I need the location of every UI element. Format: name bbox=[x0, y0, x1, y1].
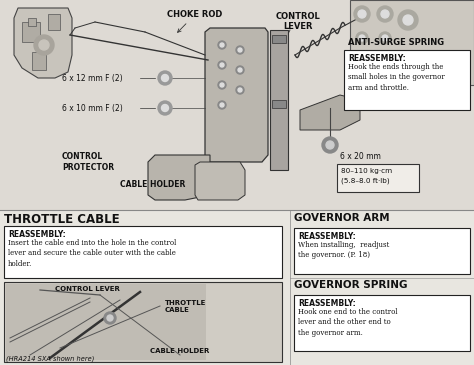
Bar bbox=[4, 226, 282, 278]
Circle shape bbox=[238, 88, 242, 92]
Bar bbox=[48, 14, 60, 30]
Text: REASSEMBLY:: REASSEMBLY: bbox=[348, 54, 406, 63]
Text: 6 x 10 mm F (2): 6 x 10 mm F (2) bbox=[62, 104, 123, 112]
Text: 6 x 20 mm: 6 x 20 mm bbox=[340, 152, 381, 161]
Text: GOVERNOR SPRING: GOVERNOR SPRING bbox=[294, 280, 408, 290]
Circle shape bbox=[238, 48, 242, 52]
Bar bbox=[294, 295, 470, 351]
Circle shape bbox=[354, 6, 370, 22]
Bar bbox=[294, 228, 470, 274]
Text: 6 x 12 mm F (2): 6 x 12 mm F (2) bbox=[62, 73, 123, 82]
Bar bbox=[270, 30, 288, 170]
Text: (5.8–8.0 ft·lb): (5.8–8.0 ft·lb) bbox=[341, 178, 390, 184]
Polygon shape bbox=[148, 155, 210, 200]
Circle shape bbox=[218, 101, 226, 109]
Circle shape bbox=[322, 137, 338, 153]
Circle shape bbox=[39, 40, 49, 50]
Text: REASSEMBLY:: REASSEMBLY: bbox=[298, 299, 356, 308]
Polygon shape bbox=[300, 95, 360, 130]
Text: GOVERNOR ARM: GOVERNOR ARM bbox=[294, 213, 390, 223]
Text: Hook one end to the control
lever and the other end to
the governor arm.: Hook one end to the control lever and th… bbox=[298, 308, 398, 337]
Circle shape bbox=[220, 43, 224, 47]
Circle shape bbox=[398, 10, 418, 30]
Circle shape bbox=[162, 74, 168, 81]
Circle shape bbox=[158, 71, 172, 85]
Circle shape bbox=[162, 104, 168, 111]
Circle shape bbox=[220, 83, 224, 87]
Circle shape bbox=[381, 10, 389, 18]
Circle shape bbox=[220, 103, 224, 107]
Bar bbox=[272, 100, 286, 108]
Text: THROTTLE
CABLE: THROTTLE CABLE bbox=[165, 300, 206, 313]
Circle shape bbox=[358, 10, 366, 18]
Bar bbox=[28, 18, 36, 26]
Polygon shape bbox=[205, 28, 268, 162]
Circle shape bbox=[218, 61, 226, 69]
Circle shape bbox=[382, 35, 388, 41]
Circle shape bbox=[236, 66, 244, 74]
Text: When installing,  readjust
the governor. (P. 18): When installing, readjust the governor. … bbox=[298, 241, 389, 259]
Bar bbox=[337, 164, 419, 192]
Bar bbox=[32, 52, 46, 70]
Text: Hook the ends through the
small holes in the governor
arm and throttle.: Hook the ends through the small holes in… bbox=[348, 63, 445, 92]
Circle shape bbox=[220, 63, 224, 67]
Circle shape bbox=[236, 46, 244, 54]
Bar bbox=[0, 0, 474, 210]
Text: CHOKE ROD: CHOKE ROD bbox=[167, 10, 223, 32]
Text: Insert the cable end into the hole in the control
lever and secure the cable out: Insert the cable end into the hole in th… bbox=[8, 239, 176, 268]
Bar bbox=[272, 35, 286, 43]
Bar bbox=[4, 282, 282, 362]
Text: REASSEMBLY:: REASSEMBLY: bbox=[298, 232, 356, 241]
Bar bbox=[0, 210, 474, 365]
Circle shape bbox=[326, 141, 334, 149]
Circle shape bbox=[218, 81, 226, 89]
Text: CONTROL
LEVER: CONTROL LEVER bbox=[275, 12, 320, 31]
Bar bbox=[358, 55, 466, 67]
Text: ANTI-SURGE SPRING: ANTI-SURGE SPRING bbox=[348, 38, 444, 47]
Text: CONTROL
PROTECTOR: CONTROL PROTECTOR bbox=[62, 152, 114, 172]
Text: CONTROL LEVER: CONTROL LEVER bbox=[55, 286, 120, 292]
Circle shape bbox=[377, 6, 393, 22]
Bar bbox=[344, 50, 470, 110]
Text: 80–110 kg·cm: 80–110 kg·cm bbox=[341, 168, 392, 174]
Circle shape bbox=[104, 312, 116, 324]
Circle shape bbox=[403, 15, 413, 25]
Text: REASSEMBLY:: REASSEMBLY: bbox=[8, 230, 66, 239]
Circle shape bbox=[34, 35, 54, 55]
Text: THROTTLE CABLE: THROTTLE CABLE bbox=[4, 213, 119, 226]
Text: (HRA214 SXA shown here): (HRA214 SXA shown here) bbox=[6, 356, 94, 362]
Circle shape bbox=[236, 86, 244, 94]
Text: CABLE HOLDER: CABLE HOLDER bbox=[150, 348, 210, 354]
Bar bbox=[22, 22, 40, 42]
Circle shape bbox=[158, 101, 172, 115]
Circle shape bbox=[356, 32, 368, 44]
Polygon shape bbox=[14, 8, 72, 78]
Circle shape bbox=[379, 32, 391, 44]
Circle shape bbox=[107, 315, 113, 321]
Circle shape bbox=[359, 35, 365, 41]
Polygon shape bbox=[195, 162, 245, 200]
Bar bbox=[6, 284, 206, 360]
Polygon shape bbox=[390, 68, 445, 85]
Bar bbox=[350, 0, 474, 85]
Circle shape bbox=[238, 68, 242, 72]
Text: CABLE HOLDER: CABLE HOLDER bbox=[120, 180, 185, 189]
Circle shape bbox=[218, 41, 226, 49]
